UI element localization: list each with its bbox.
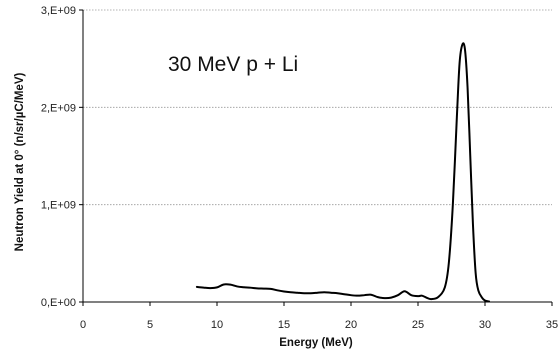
x-tick-label-5: 25 [412,319,424,331]
chart-annotation: 30 MeV p + Li [168,53,298,76]
x-tick-label-7: 35 [546,319,558,331]
x-tick-label-1: 5 [147,319,153,331]
series-layer [195,42,491,303]
y-tick-label-2: 2,E+09 [41,102,76,114]
series-line-0 [195,42,491,303]
tick-labels: 0,E+00 1,E+09 2,E+09 3,E+09 0 5 10 15 20 25 30 35 [41,5,558,331]
x-tick-label-3: 15 [278,319,290,331]
y-axis-title: Neutron Yield at 0° (n/sr/µC/MeV) [14,73,26,252]
y-tick-label-1: 1,E+09 [41,200,76,212]
x-tick-label-6: 30 [479,319,491,331]
axes [79,9,553,306]
gridlines [83,9,552,206]
y-tick-label-3: 3,E+09 [41,5,76,17]
x-tick-label-2: 10 [211,319,223,331]
x-tick-label-0: 0 [80,319,86,331]
x-tick-label-4: 20 [345,319,357,331]
x-axis-title: Energy (MeV) [279,337,353,349]
y-tick-label-0: 0,E+00 [41,297,76,309]
